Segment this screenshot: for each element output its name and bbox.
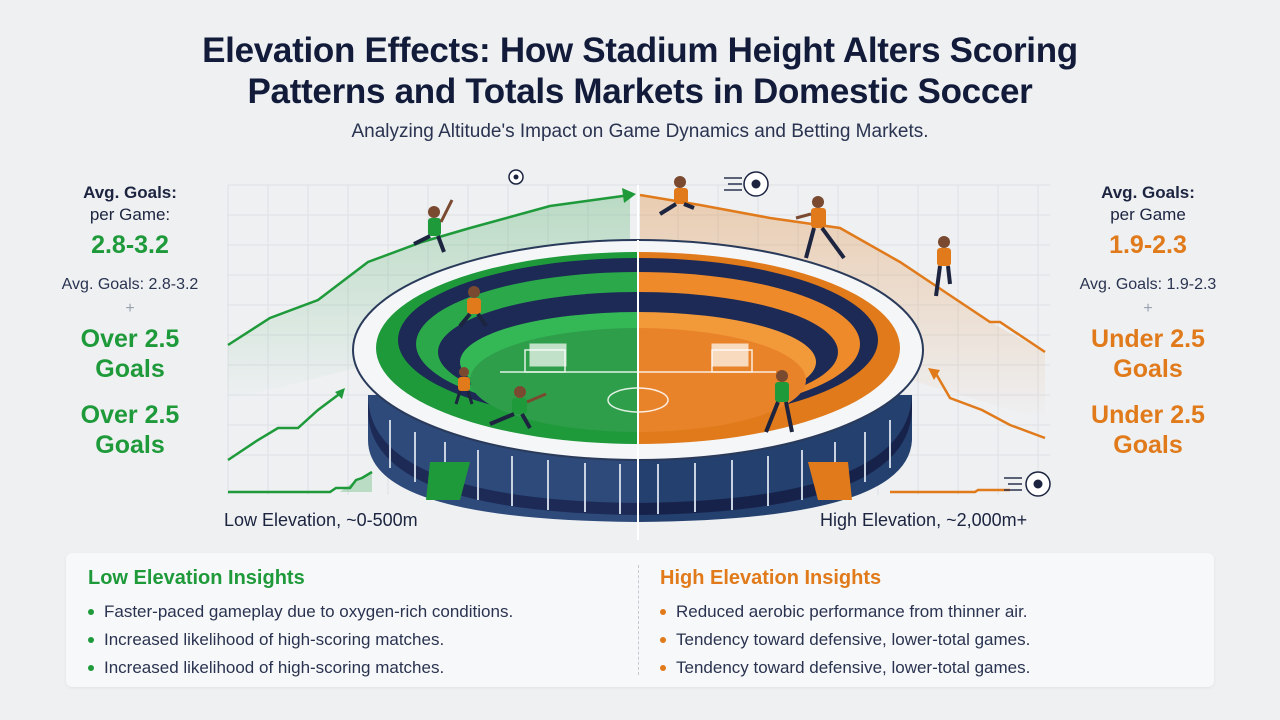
high-elevation-label: High Elevation, ~2,000m+ <box>820 510 1028 530</box>
avg-goals-plain: Avg. Goals: 2.8-3.2 <box>61 276 199 293</box>
under-goals-line-2: Goals <box>1113 355 1183 383</box>
high-insights: High Elevation Insights Reduced aerobic … <box>660 567 1200 682</box>
bullet-icon <box>88 609 94 615</box>
player-figure-icon <box>489 386 547 429</box>
insights-divider <box>638 565 639 675</box>
soccer-ball-icon <box>724 171 769 197</box>
list-item: Increased likelihood of high-scoring mat… <box>88 626 648 654</box>
avg-goals-label: Avg. Goals: <box>83 183 177 202</box>
list-item: Increased likelihood of high-scoring mat… <box>88 654 648 682</box>
avg-goals-plain: Avg. Goals: 1.9-2.3 <box>1079 276 1217 293</box>
player-figure-icon <box>658 176 695 216</box>
low-insights: Low Elevation Insights Faster-paced game… <box>88 567 648 682</box>
insight-text: Increased likelihood of high-scoring mat… <box>104 658 445 677</box>
avg-goals-value: 2.8-3.2 <box>91 231 169 259</box>
under-goals-line-4: Goals <box>1113 431 1183 459</box>
goal-net-right <box>711 343 749 367</box>
goal-net-left <box>529 343 567 367</box>
avg-goals-value: 1.9-2.3 <box>1109 231 1187 259</box>
under-goals-line-1: Under 2.5 <box>1091 325 1205 353</box>
title-line-1: Elevation Effects: How Stadium Height Al… <box>202 31 1078 70</box>
soccer-ball-icon <box>1004 471 1051 497</box>
player-figure-icon <box>934 236 952 297</box>
player-figure-icon <box>458 286 488 328</box>
low-elevation-stats: Avg. Goals: per Game: 2.8-3.2 Avg. Goals… <box>40 182 220 460</box>
low-elevation-label: Low Elevation, ~0-500m <box>224 510 418 530</box>
plus-divider: + <box>125 300 135 317</box>
over-goals-line-3: Over 2.5 <box>80 401 180 429</box>
insights-panel: Low Elevation Insights Faster-paced game… <box>66 553 1214 687</box>
per-game-label: per Game <box>1110 205 1186 224</box>
insight-text: Reduced aerobic performance from thinner… <box>676 602 1028 621</box>
low-trend-line-small <box>227 391 343 462</box>
under-goals-line-3: Under 2.5 <box>1091 401 1205 429</box>
over-goals-line-1: Over 2.5 <box>80 325 180 353</box>
plus-divider: + <box>1143 300 1153 317</box>
bullet-icon <box>660 637 666 643</box>
high-trend-line-small <box>933 371 1046 440</box>
stadium-illustration <box>352 239 924 522</box>
high-elevation-stats: Avg. Goals: per Game 1.9-2.3 Avg. Goals:… <box>1058 182 1238 460</box>
player-figure-icon <box>795 196 846 260</box>
title-line-2: Patterns and Totals Markets in Domestic … <box>247 72 1033 111</box>
trend-up-arrow-icon <box>335 388 345 399</box>
trend-up-arrow-icon <box>622 188 636 203</box>
insight-text: Tendency toward defensive, lower-total g… <box>676 658 1031 677</box>
player-figure-icon <box>764 370 794 433</box>
over-goals-line-2: Goals <box>95 355 165 383</box>
list-item: Reduced aerobic performance from thinner… <box>660 598 1200 626</box>
per-game-label: per Game: <box>89 205 171 224</box>
avg-goals-label: Avg. Goals: <box>1101 183 1195 202</box>
low-trend-line-base <box>228 470 373 494</box>
bullet-icon <box>660 609 666 615</box>
high-insights-title: High Elevation Insights <box>660 567 882 589</box>
page-title: Elevation Effects: How Stadium Height Al… <box>0 30 1280 112</box>
player-figure-icon <box>413 199 454 253</box>
over-goals-line-4: Goals <box>95 431 165 459</box>
bullet-icon <box>88 637 94 643</box>
player-figure-icon <box>454 367 474 405</box>
page-subtitle: Analyzing Altitude's Impact on Game Dyna… <box>351 121 929 142</box>
high-trend-line-base <box>890 488 1010 494</box>
list-item: Tendency toward defensive, lower-total g… <box>660 654 1200 682</box>
low-insights-title: Low Elevation Insights <box>88 567 305 589</box>
insight-text: Tendency toward defensive, lower-total g… <box>676 630 1031 649</box>
list-item: Faster-paced gameplay due to oxygen-rich… <box>88 598 648 626</box>
bullet-icon <box>660 665 666 671</box>
soccer-ball-icon <box>508 169 524 185</box>
high-trend-line <box>639 193 1046 354</box>
insight-text: Increased likelihood of high-scoring mat… <box>104 630 445 649</box>
list-item: Tendency toward defensive, lower-total g… <box>660 626 1200 654</box>
insight-text: Faster-paced gameplay due to oxygen-rich… <box>104 602 514 621</box>
bullet-icon <box>88 665 94 671</box>
trend-down-arrow-icon <box>928 368 940 380</box>
low-trend-line <box>227 193 631 347</box>
